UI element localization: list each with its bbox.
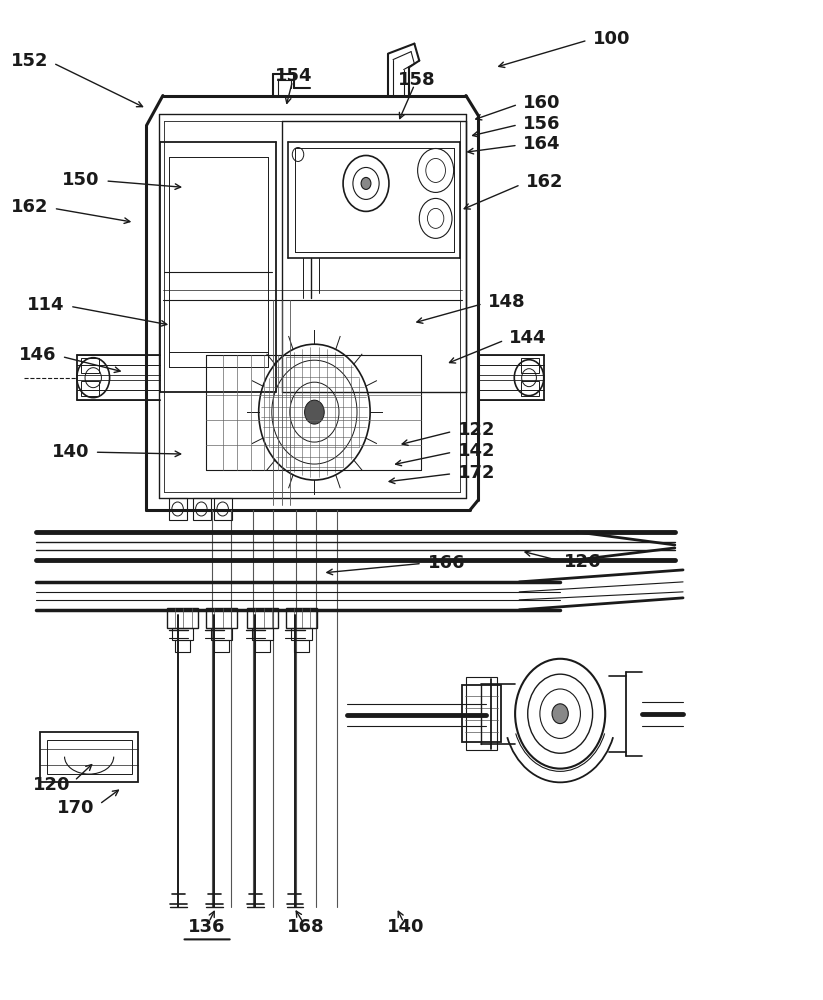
- Text: 140: 140: [388, 918, 425, 936]
- Bar: [291, 628, 312, 640]
- Bar: [167, 608, 198, 628]
- Bar: [294, 640, 309, 652]
- Text: 144: 144: [509, 329, 546, 347]
- Bar: [247, 608, 278, 628]
- Bar: [521, 381, 539, 396]
- Bar: [215, 498, 232, 520]
- Text: 162: 162: [526, 173, 563, 191]
- Bar: [81, 358, 99, 373]
- Text: 152: 152: [11, 52, 49, 70]
- Text: 156: 156: [523, 115, 560, 133]
- Text: 162: 162: [11, 198, 49, 216]
- Bar: [215, 640, 230, 652]
- Bar: [462, 685, 501, 742]
- Text: 158: 158: [398, 71, 435, 89]
- Text: 148: 148: [488, 293, 526, 311]
- Text: 166: 166: [427, 554, 465, 572]
- Bar: [466, 677, 497, 750]
- Circle shape: [361, 177, 371, 189]
- Text: 160: 160: [523, 94, 560, 112]
- Text: 136: 136: [188, 918, 225, 936]
- Bar: [252, 628, 273, 640]
- Bar: [81, 381, 99, 396]
- Text: 140: 140: [52, 443, 89, 461]
- Bar: [47, 740, 132, 774]
- Text: 154: 154: [275, 67, 313, 85]
- Text: 170: 170: [58, 799, 95, 817]
- Text: 122: 122: [458, 421, 495, 439]
- Text: 120: 120: [33, 776, 70, 794]
- Bar: [40, 732, 138, 782]
- Text: 172: 172: [458, 464, 495, 482]
- Text: 164: 164: [523, 135, 560, 153]
- Text: 114: 114: [27, 296, 64, 314]
- Bar: [207, 608, 237, 628]
- Text: 100: 100: [593, 30, 630, 48]
- Bar: [175, 640, 190, 652]
- Bar: [212, 628, 232, 640]
- Bar: [521, 358, 539, 373]
- Bar: [286, 608, 317, 628]
- Text: 146: 146: [19, 346, 56, 364]
- Bar: [193, 498, 212, 520]
- Bar: [170, 498, 188, 520]
- Text: 150: 150: [63, 171, 100, 189]
- Circle shape: [552, 704, 568, 724]
- Text: 168: 168: [287, 918, 325, 936]
- Text: 142: 142: [458, 442, 495, 460]
- Circle shape: [305, 400, 324, 424]
- Text: 126: 126: [565, 553, 602, 571]
- Bar: [255, 640, 270, 652]
- Bar: [172, 628, 193, 640]
